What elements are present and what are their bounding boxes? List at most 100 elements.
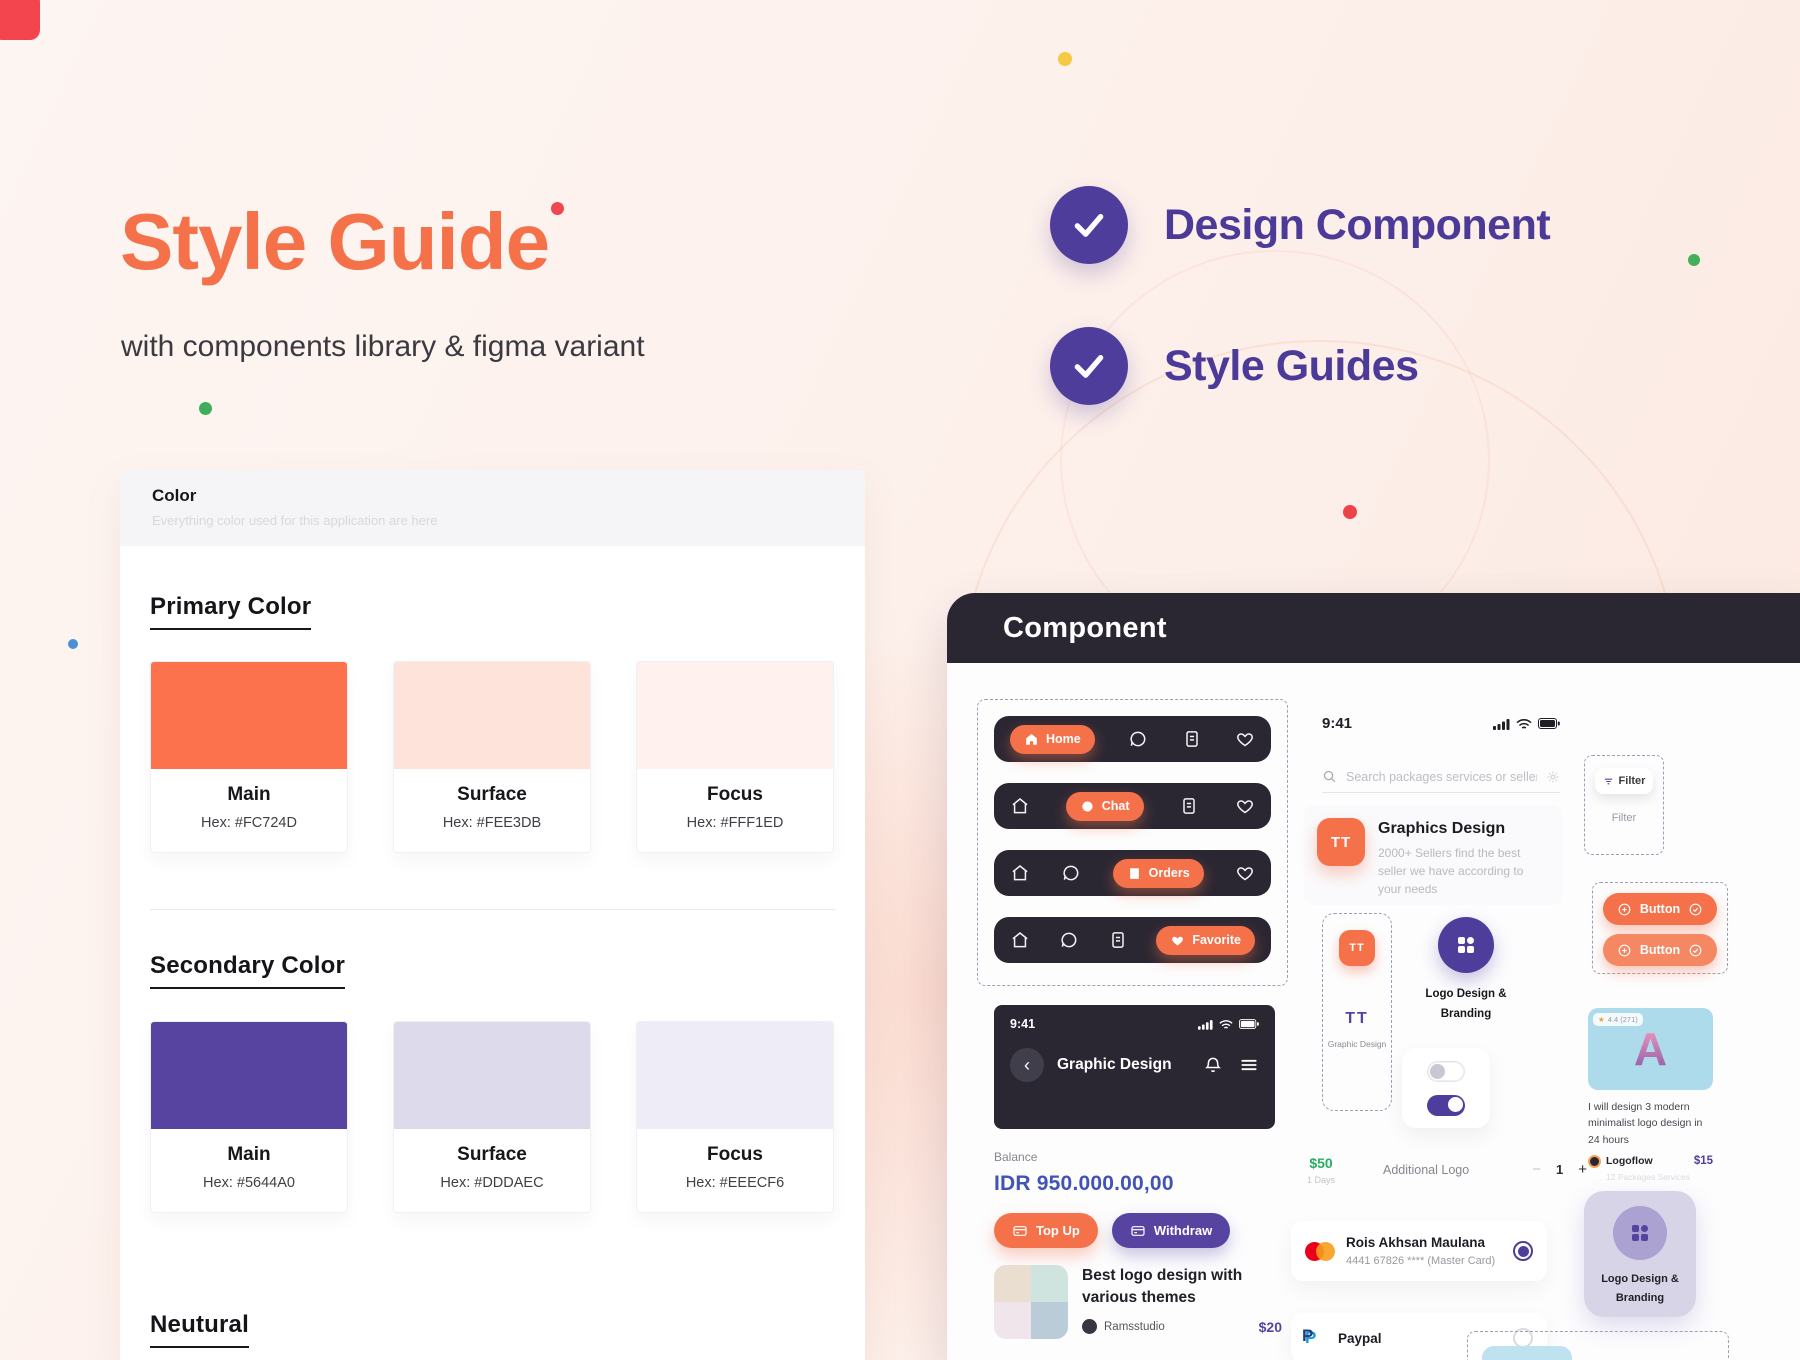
filter-text-variant[interactable]: Filter bbox=[1611, 812, 1637, 824]
swatch-label: Focus Hex: #EEECF6 bbox=[637, 1129, 833, 1212]
primary-button[interactable]: Button bbox=[1603, 893, 1717, 925]
appbar-status-bar: 9:41 bbox=[1010, 1017, 1259, 1031]
tab-label: Orders bbox=[1148, 866, 1190, 880]
heart-icon[interactable] bbox=[1235, 796, 1255, 816]
search-bar[interactable] bbox=[1322, 761, 1560, 793]
home-icon[interactable] bbox=[1010, 796, 1030, 816]
gig-thumbnail: ★ 4.4 (271) A bbox=[1588, 1008, 1713, 1090]
tab-label: Chat bbox=[1101, 799, 1130, 813]
component-panel-header: Component bbox=[947, 593, 1800, 663]
tab-chat-active[interactable]: Chat bbox=[1065, 791, 1144, 821]
orders-icon[interactable] bbox=[1182, 729, 1202, 749]
card-icon bbox=[1013, 1225, 1027, 1236]
swatch-secondary-focus: Focus Hex: #EEECF6 bbox=[636, 1021, 834, 1213]
top-up-button[interactable]: Top Up bbox=[994, 1213, 1098, 1248]
logo-service-tile[interactable]: Logo Design & Branding bbox=[1584, 1191, 1696, 1317]
check-circle-icon bbox=[1050, 186, 1128, 264]
tab-favorite-active[interactable]: Favorite bbox=[1156, 925, 1255, 955]
swatch-hex: Hex: #DDDAEC bbox=[440, 1175, 544, 1191]
primary-color-heading: Primary Color bbox=[150, 593, 312, 630]
home-icon[interactable] bbox=[1010, 930, 1030, 950]
bell-icon[interactable] bbox=[1203, 1055, 1223, 1075]
gear-icon[interactable] bbox=[1546, 770, 1560, 784]
gig-title: I will design 3 modern minimalist logo d… bbox=[1588, 1101, 1703, 1146]
packages-count: 12 Packages Services bbox=[1606, 1171, 1691, 1182]
orders-icon[interactable] bbox=[1179, 796, 1199, 816]
toggle-off[interactable] bbox=[1427, 1060, 1465, 1082]
filter-button[interactable]: Filter bbox=[1595, 768, 1653, 794]
chat-icon[interactable] bbox=[1059, 930, 1079, 950]
back-button[interactable]: ‹ bbox=[1010, 1048, 1044, 1082]
app-bar-card: 9:41 ‹ Graphic Design bbox=[994, 1005, 1275, 1129]
secondary-color-heading: Secondary Color bbox=[150, 952, 346, 989]
rating-value: 4.4 (271) bbox=[1607, 1015, 1638, 1024]
bottom-variants-group bbox=[1467, 1331, 1729, 1360]
swatch-secondary-main: Main Hex: #5644A0 bbox=[150, 1021, 348, 1213]
swatch-color-block bbox=[394, 1022, 590, 1129]
swatch-color-block bbox=[637, 662, 833, 769]
feature-label: Design Component bbox=[1164, 200, 1551, 249]
swatch-hex: Hex: #EEECF6 bbox=[685, 1175, 785, 1191]
swatch-primary-focus: Focus Hex: #FFF1ED bbox=[636, 661, 834, 853]
button-variants-group: Button Button bbox=[1592, 882, 1728, 974]
gig-card-ramsstudio[interactable]: Best logo design with various themes Ram… bbox=[994, 1265, 1282, 1339]
tabbar-chat-active: Chat bbox=[994, 783, 1271, 829]
signal-icon bbox=[1493, 718, 1510, 730]
logo-service-line1: Logo Design & bbox=[1601, 1273, 1679, 1285]
payment-name: Rois Akhsan Maulana bbox=[1346, 1235, 1486, 1250]
search-input[interactable] bbox=[1346, 769, 1537, 784]
home-icon[interactable] bbox=[1010, 863, 1030, 883]
neutral-heading: Neutural bbox=[150, 1311, 249, 1348]
status-icons bbox=[1198, 1019, 1259, 1030]
page-subtitle: with components library & figma variant bbox=[121, 330, 645, 363]
menu-icon[interactable] bbox=[1239, 1055, 1259, 1075]
seller-avatar bbox=[1588, 1154, 1601, 1168]
feature-style-guides: Style Guides bbox=[1050, 327, 1419, 405]
toggle-variants-card bbox=[1402, 1048, 1490, 1128]
category-card[interactable]: TT Graphics Design 2000+ Sellers find th… bbox=[1304, 805, 1562, 905]
wifi-icon bbox=[1516, 718, 1532, 728]
tab-home-active[interactable]: Home bbox=[1010, 724, 1095, 754]
plus-circle-icon bbox=[1618, 944, 1631, 956]
withdraw-button[interactable]: Withdraw bbox=[1111, 1213, 1231, 1248]
radio-selected[interactable] bbox=[1513, 1241, 1533, 1261]
tabbar-favorite-active: Favorite bbox=[994, 917, 1271, 963]
color-style-guide-card: Color Everything color used for this app… bbox=[120, 470, 865, 1360]
heart-icon[interactable] bbox=[1235, 729, 1255, 749]
status-time: 9:41 bbox=[1010, 1017, 1036, 1031]
gig-price: $15 bbox=[1693, 1155, 1713, 1168]
paypal-icon: P bbox=[1302, 1326, 1327, 1348]
color-card-body: Primary Color Main Hex: #FC724D Surface … bbox=[120, 546, 865, 1348]
graphic-design-active-icon[interactable]: TT bbox=[1339, 930, 1375, 966]
toggle-on[interactable] bbox=[1427, 1094, 1465, 1116]
chat-icon[interactable] bbox=[1061, 863, 1081, 883]
category-description: 2000+ Sellers find the best seller we ha… bbox=[1378, 846, 1524, 896]
filter-variants-group: Filter Filter bbox=[1584, 755, 1664, 855]
addon-row: Additional Logo − 1 + bbox=[1383, 1161, 1587, 1178]
payment-method-mastercard[interactable]: Rois Akhsan Maulana 4441 67826 **** (Mas… bbox=[1291, 1221, 1547, 1281]
graphic-design-inactive-icon[interactable]: TT bbox=[1345, 1010, 1369, 1027]
heart-icon[interactable] bbox=[1235, 863, 1255, 883]
orders-icon[interactable] bbox=[1108, 930, 1128, 950]
secondary-swatch-row: Main Hex: #5644A0 Surface Hex: #DDDAEC F… bbox=[150, 1021, 835, 1213]
chat-icon[interactable] bbox=[1128, 729, 1148, 749]
swatch-label: Surface Hex: #DDDAEC bbox=[394, 1129, 590, 1212]
payment-detail: 4441 67826 **** (Master Card) bbox=[1346, 1255, 1496, 1267]
component-panel: Component Home Chat bbox=[947, 593, 1800, 1360]
balance-label: Balance bbox=[994, 1150, 1038, 1164]
decor-dot-blue bbox=[68, 639, 78, 649]
addon-label: Additional Logo bbox=[1383, 1162, 1470, 1177]
plus-circle-icon bbox=[1618, 903, 1631, 915]
swatch-name: Surface bbox=[457, 1144, 527, 1165]
logo-service-item[interactable]: Logo Design & Branding bbox=[1405, 917, 1527, 1024]
minus-button[interactable]: − bbox=[1532, 1161, 1541, 1178]
swatch-color-block bbox=[394, 662, 590, 769]
plus-button[interactable]: + bbox=[1578, 1161, 1587, 1178]
balance-amount: IDR 950.000.00,00 bbox=[994, 1172, 1174, 1195]
tab-orders-active[interactable]: Orders bbox=[1112, 858, 1204, 888]
seller-avatar bbox=[1082, 1319, 1097, 1335]
gig-card-logoflow[interactable]: ★ 4.4 (271) A I will design 3 modern min… bbox=[1588, 1008, 1713, 1182]
secondary-button[interactable]: Button bbox=[1603, 934, 1717, 966]
filter-icon bbox=[1604, 778, 1612, 784]
